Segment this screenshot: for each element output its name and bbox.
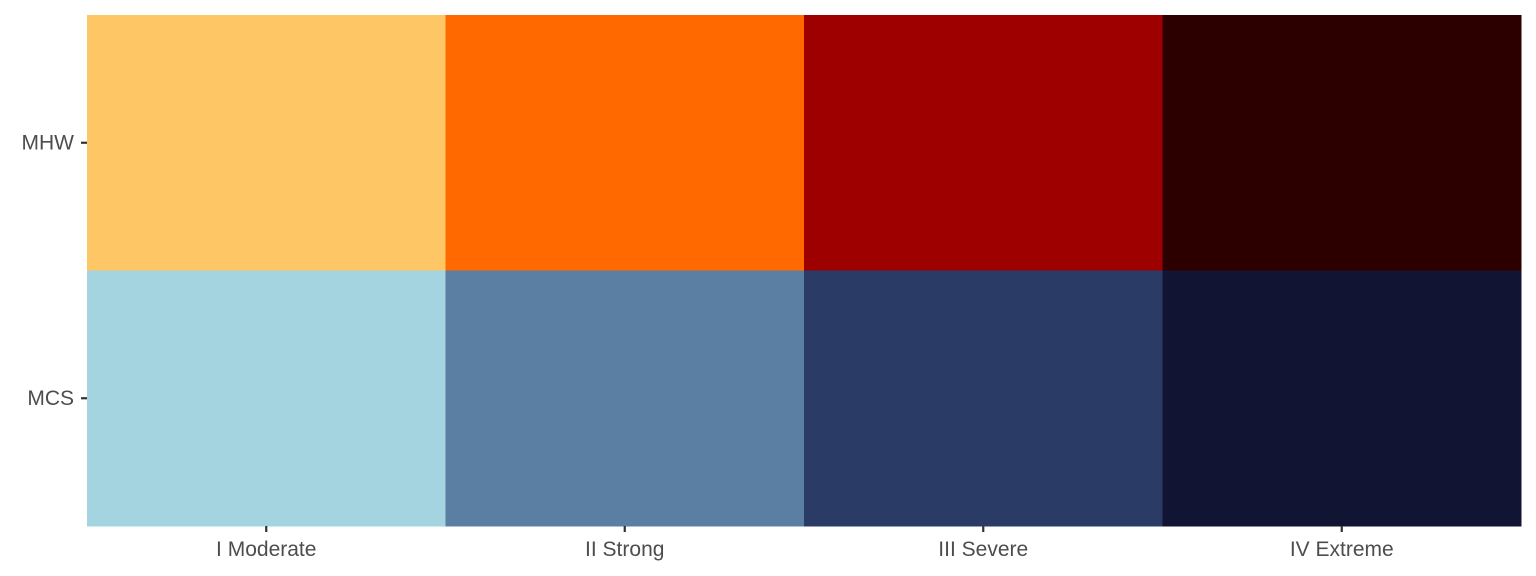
x-axis: I Moderate II Strong III Severe IV Extreme (216, 526, 1394, 561)
heatmap-cell-mhw-iv-extreme (1162, 15, 1522, 271)
heatmap-cell-mhw-iii-severe (804, 15, 1163, 271)
heatmap-cell-mhw-ii-strong (445, 15, 805, 271)
heatmap-cells (87, 15, 1522, 527)
y-tick-label-mhw: MHW (22, 131, 75, 154)
heatmap-cell-mcs-ii-strong (445, 270, 805, 527)
x-tick-label-i-moderate: I Moderate (216, 538, 316, 561)
y-axis: MHW MCS (22, 131, 87, 410)
heatmap-cell-mcs-i-moderate (87, 270, 446, 527)
heatmap-cell-mcs-iii-severe (804, 270, 1163, 527)
heatmap-cell-mcs-iv-extreme (1162, 270, 1522, 527)
x-tick-label-iii-severe: III Severe (938, 538, 1028, 561)
x-tick-label-iv-extreme: IV Extreme (1290, 538, 1394, 561)
heatmap-cell-mhw-i-moderate (87, 15, 446, 271)
x-tick-label-ii-strong: II Strong (585, 538, 664, 561)
y-tick-label-mcs: MCS (27, 387, 74, 410)
